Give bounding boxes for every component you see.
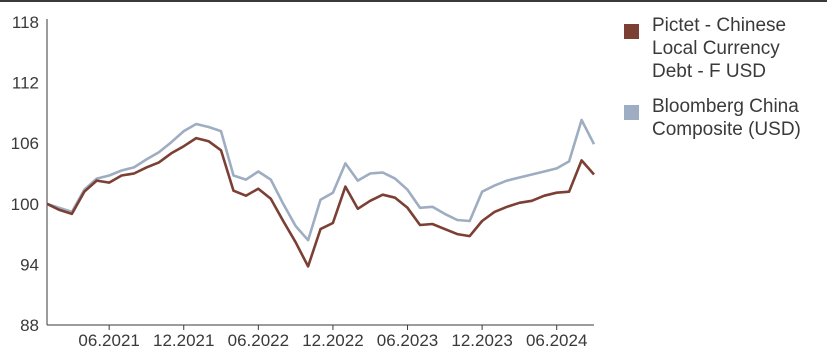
y-tick-label: 94 [20,255,39,274]
legend-swatch-bloomberg [624,105,639,120]
legend-swatch-pictet [624,24,639,39]
x-tick-label: 06.2023 [377,331,438,349]
legend-item-pictet: Pictet - Chinese Local Currency Debt - F… [624,14,827,83]
series-line-pictet [46,136,595,268]
x-tick-labels: 06.2021 12.2021 06.2022 12.2022 06.2023 12.20… [78,325,587,349]
y-tick-label: 112 [12,74,39,93]
y-tick-label: 106 [11,134,39,153]
y-tick-label: 118 [12,13,39,32]
series-layer [46,118,596,268]
y-tick-labels: 88 94 100 106 112 118 [11,13,39,335]
y-tick-label: 88 [20,316,39,335]
y-tick-label: 100 [11,195,39,214]
x-tick-label: 06.2021 [78,331,139,349]
x-tick-label: 12.2022 [302,331,363,349]
x-tick-label: 06.2024 [526,331,587,349]
series-line-bloomberg [46,118,596,242]
legend: Pictet - Chinese Local Currency Debt - F… [624,14,827,153]
legend-item-bloomberg: Bloomberg China Composite (USD) [624,95,827,141]
x-tick-label: 12.2023 [451,331,512,349]
x-tick-label: 06.2022 [228,331,289,349]
legend-label-bloomberg: Bloomberg China Composite (USD) [652,96,801,140]
top-rule [0,0,827,2]
legend-label-pictet: Pictet - Chinese Local Currency Debt - F… [652,15,787,82]
x-tick-label: 12.2021 [153,331,214,349]
